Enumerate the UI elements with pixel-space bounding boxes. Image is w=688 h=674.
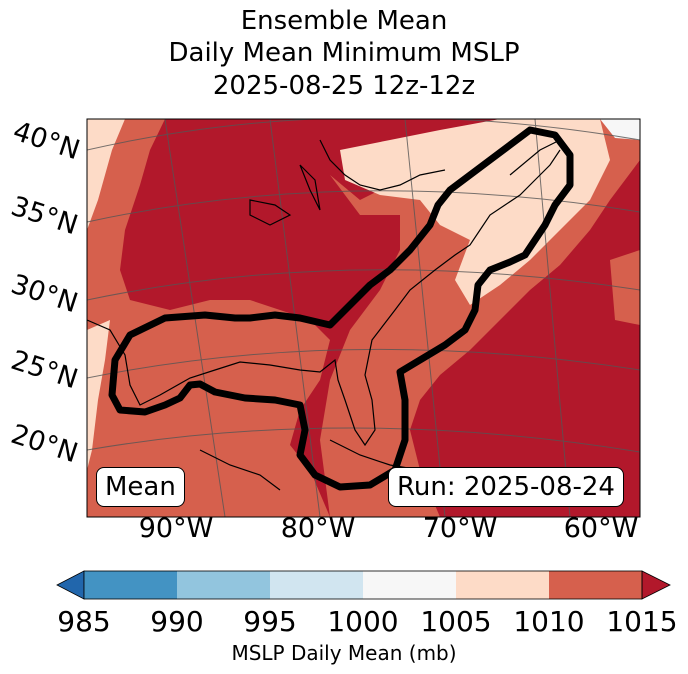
title-line-2: Daily Mean Minimum MSLP [168, 38, 520, 68]
colorbar-tick-1000: 1000 [327, 605, 399, 638]
colorbar-label: MSLP Daily Mean (mb) [231, 641, 457, 665]
pressure-band-995-1000 [600, 119, 640, 140]
colorbar-seg-995-1000 [270, 571, 363, 599]
colorbar-tick-985: 985 [57, 605, 111, 638]
colorbar-extend-high [641, 570, 671, 600]
mean-label-box: Mean [96, 467, 185, 507]
pressure-band-1000-1005-w [87, 320, 110, 470]
pressure-band-1000-1005-nw [87, 119, 125, 230]
title-line-3: 2025-08-25 12z-12z [212, 71, 476, 101]
coastlines [87, 139, 561, 491]
colorbar-tick-1015: 1015 [606, 605, 678, 638]
colorbar-tick-1005: 1005 [420, 605, 492, 638]
mslp-contour [108, 126, 574, 491]
colorbar-tick-995: 995 [243, 605, 297, 638]
colorbar-extend-low [56, 570, 85, 600]
lon-label-70: 70°W [422, 513, 498, 544]
lon-label-60: 60°W [563, 513, 639, 544]
colorbar-tick-1010: 1010 [513, 605, 585, 638]
colorbar-seg-990-995 [177, 571, 270, 599]
title-line-1: Ensemble Mean [240, 6, 448, 36]
map-content [87, 119, 640, 517]
run-date-box: Run: 2025-08-24 [388, 467, 624, 507]
pressure-band-1000-1005-ne [340, 119, 610, 305]
colorbar-seg-1000-1005 [363, 571, 456, 599]
colorbar-seg-1005-1010 [456, 571, 549, 599]
colorbar-seg-985-990 [84, 571, 177, 599]
lon-label-90: 90°W [138, 513, 214, 544]
colorbar [56, 570, 671, 600]
colorbar-seg-1010-1015 [549, 571, 642, 599]
lon-label-80: 80°W [280, 513, 356, 544]
colorbar-frame [83, 570, 643, 600]
colorbar-tick-990: 990 [150, 605, 204, 638]
map-frame [86, 118, 641, 518]
